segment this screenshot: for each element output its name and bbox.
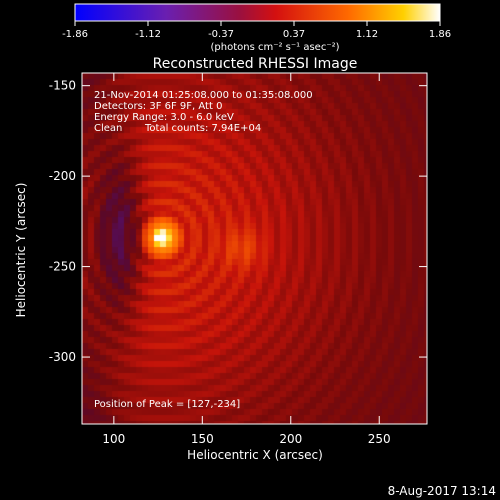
y-tick-label: -300 <box>49 350 76 364</box>
annotation-time-range: 21-Nov-2014 01:25:08.000 to 01:35:08.000 <box>94 90 313 101</box>
x-axis-ticks: 100 150 200 250 <box>102 73 391 446</box>
x-axis-label: Heliocentric X (arcsec) <box>187 448 323 462</box>
x-tick-label: 250 <box>368 432 391 446</box>
plot-frame <box>81 72 428 425</box>
colorbar-tick-label: 1.86 <box>429 29 451 40</box>
colorbar-tick-label: -1.12 <box>135 29 161 40</box>
colorbar-tick-label: -0.37 <box>208 29 234 40</box>
x-tick-label: 100 <box>102 432 125 446</box>
y-tick-label: -250 <box>49 260 76 274</box>
annotation-peak-position: Position of Peak = [127,-234] <box>94 399 240 410</box>
y-axis-label: Heliocentric Y (arcsec) <box>14 183 28 318</box>
annotation-energy: Energy Range: 3.0 - 6.0 keV <box>94 112 234 123</box>
colorbar-tick-label: 1.12 <box>356 29 378 40</box>
y-axis-ticks: -150 -200 -250 -300 <box>49 79 427 364</box>
footer-date: 8-Aug-2017 13:14 <box>388 484 496 498</box>
colorbar-unit-label: (photons cm⁻² s⁻¹ asec⁻²) <box>210 42 339 53</box>
heatmap-image <box>82 73 427 424</box>
x-tick-label: 150 <box>191 432 214 446</box>
colorbar <box>74 3 441 22</box>
annotation-total-counts: Total counts: 7.94E+04 <box>144 123 261 134</box>
plot-area <box>82 73 427 424</box>
y-tick-label: -150 <box>49 79 76 93</box>
colorbar-tick-label: 0.37 <box>283 29 305 40</box>
colorbar-tick-label: -1.86 <box>62 29 88 40</box>
annotation-clean: Clean <box>94 123 122 134</box>
y-tick-label: -200 <box>49 169 76 183</box>
colorbar-ticks: -1.86 -1.12 -0.37 0.37 1.12 1.86 <box>62 21 451 40</box>
annotation-detectors: Detectors: 3F 6F 9F, Att 0 <box>94 101 222 112</box>
x-tick-label: 200 <box>279 432 302 446</box>
chart-title: Reconstructed RHESSI Image <box>153 56 358 72</box>
